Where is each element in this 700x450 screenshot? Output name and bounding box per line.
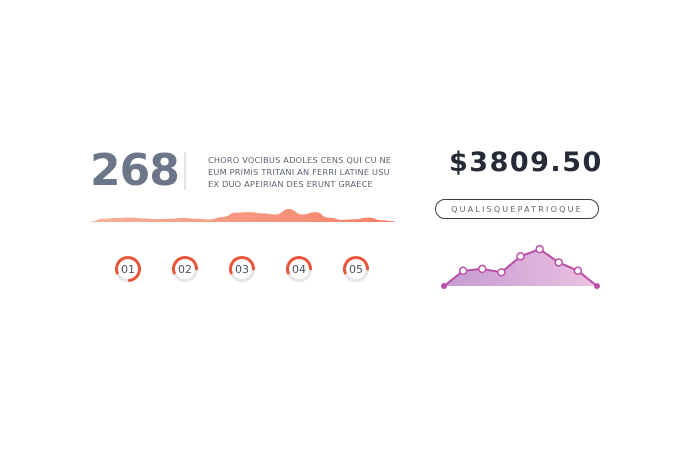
progress-rings: 01 02 03 04 05 — [115, 256, 369, 282]
wave-chart — [90, 209, 395, 222]
data-point — [478, 264, 487, 274]
price-value: $3809.50 — [449, 147, 603, 178]
progress-ring-05: 05 — [342, 256, 369, 282]
area-fill — [444, 249, 597, 286]
ring-label: 02 — [178, 263, 192, 276]
ring-label: 04 — [292, 263, 306, 276]
stat-description: CHORO VOCIBUS ADOLES CENS QUI CU NE EUM … — [208, 154, 398, 190]
wave-area — [90, 209, 395, 222]
data-point — [516, 252, 525, 261]
progress-ring-02: 02 — [172, 256, 198, 282]
ring-label: 05 — [349, 263, 363, 276]
ring-progress-arc — [286, 256, 312, 282]
data-point — [535, 244, 544, 254]
vertical-divider — [184, 152, 186, 190]
ring-progress-arc — [115, 256, 141, 282]
description-line: EUM PRIMIS TRITANI AN FERRI LATINE USU — [208, 167, 390, 177]
data-point — [497, 268, 506, 277]
ring-progress-arc — [172, 256, 198, 282]
data-point — [594, 283, 600, 289]
data-point — [554, 258, 563, 267]
ring-label: 01 — [121, 263, 135, 276]
ring-label: 03 — [235, 263, 249, 276]
progress-ring-03: 03 — [229, 256, 255, 282]
area-line-chart — [441, 244, 600, 289]
qualisque-button[interactable]: QUALISQUEPATRIOQUE — [435, 199, 599, 219]
ring-progress-arc — [342, 256, 369, 282]
progress-ring-04: 04 — [286, 256, 312, 282]
data-point — [441, 283, 447, 289]
data-point — [458, 266, 468, 276]
description-line: CHORO VOCIBUS ADOLES CENS QUI CU NE — [208, 155, 392, 165]
description-line: EX DUO APEIRIAN DES ERUNT GRAECE — [208, 179, 373, 189]
stat-value: 268 — [90, 145, 180, 196]
data-point — [573, 266, 583, 276]
ring-progress-arc — [229, 256, 255, 282]
progress-ring-01: 01 — [115, 256, 141, 282]
